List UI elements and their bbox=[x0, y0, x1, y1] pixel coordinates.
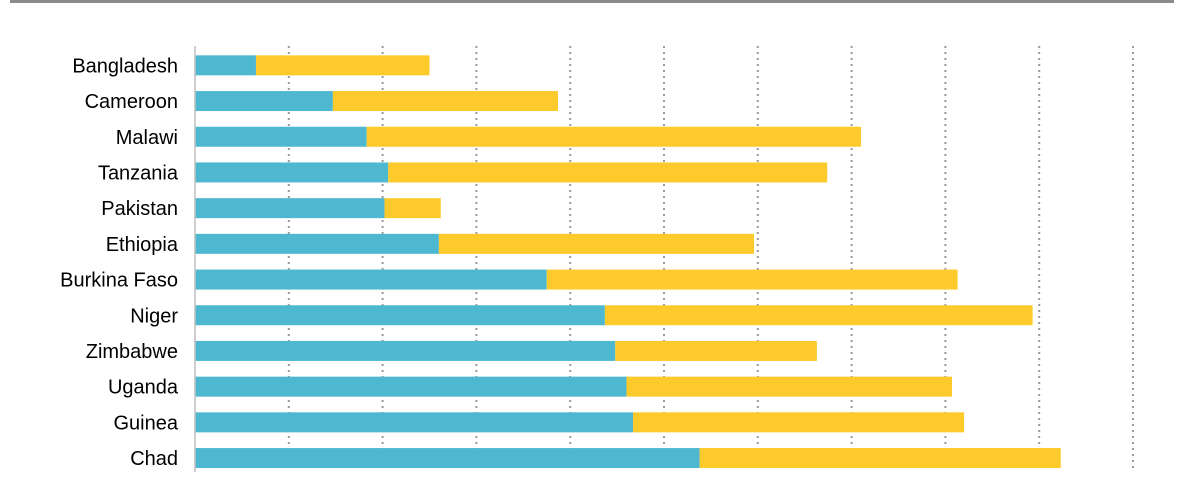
bar-segment-2-pakistan bbox=[384, 198, 441, 219]
bar-segment-1-cameroon bbox=[195, 91, 333, 112]
bar-segment-1-pakistan bbox=[195, 198, 385, 219]
bar-segment-2-zimbabwe bbox=[615, 340, 817, 361]
bar-segment-1-chad bbox=[195, 448, 700, 469]
bar-segment-1-tanzania bbox=[195, 162, 389, 183]
bar-segment-1-ethiopia bbox=[195, 233, 439, 254]
bar-segment-1-niger bbox=[195, 305, 605, 326]
bar-segment-1-bangladesh bbox=[195, 55, 256, 76]
bar-segment-2-tanzania bbox=[388, 162, 828, 183]
category-label: Cameroon bbox=[85, 91, 178, 113]
bar-segment-2-chad bbox=[699, 448, 1061, 469]
bar-segment-1-burkina-faso bbox=[195, 269, 547, 290]
bar-segment-1-zimbabwe bbox=[195, 340, 616, 361]
category-label: Zimbabwe bbox=[86, 341, 178, 363]
grid-lines bbox=[287, 46, 1134, 472]
bar-segment-2-malawi bbox=[366, 126, 861, 147]
category-label: Bangladesh bbox=[72, 55, 178, 77]
category-label: Uganda bbox=[108, 377, 179, 399]
category-label: Burkina Faso bbox=[60, 270, 178, 292]
category-label: Niger bbox=[130, 305, 178, 327]
bars bbox=[195, 55, 1061, 469]
bar-segment-1-malawi bbox=[195, 126, 367, 147]
bar-segment-2-guinea bbox=[633, 412, 965, 433]
bar-segment-2-uganda bbox=[626, 376, 952, 397]
bar-segment-2-niger bbox=[604, 305, 1033, 326]
bar-segment-2-bangladesh bbox=[255, 55, 430, 76]
category-label: Ethiopia bbox=[106, 234, 179, 256]
top-rule bbox=[10, 0, 1174, 3]
category-label: Malawi bbox=[116, 127, 178, 149]
bar-segment-1-uganda bbox=[195, 376, 627, 397]
category-label: Tanzania bbox=[98, 162, 179, 184]
category-label: Guinea bbox=[114, 412, 179, 434]
category-label: Chad bbox=[130, 448, 178, 470]
bar-segment-2-ethiopia bbox=[438, 233, 755, 254]
category-label: Pakistan bbox=[101, 198, 178, 220]
bar-segment-2-burkina-faso bbox=[546, 269, 958, 290]
bar-segment-2-cameroon bbox=[332, 91, 559, 112]
category-axis: Bangladesh Cameroon Malawi Tanzania Pakistan… bbox=[60, 46, 196, 472]
bar-segment-1-guinea bbox=[195, 412, 634, 433]
